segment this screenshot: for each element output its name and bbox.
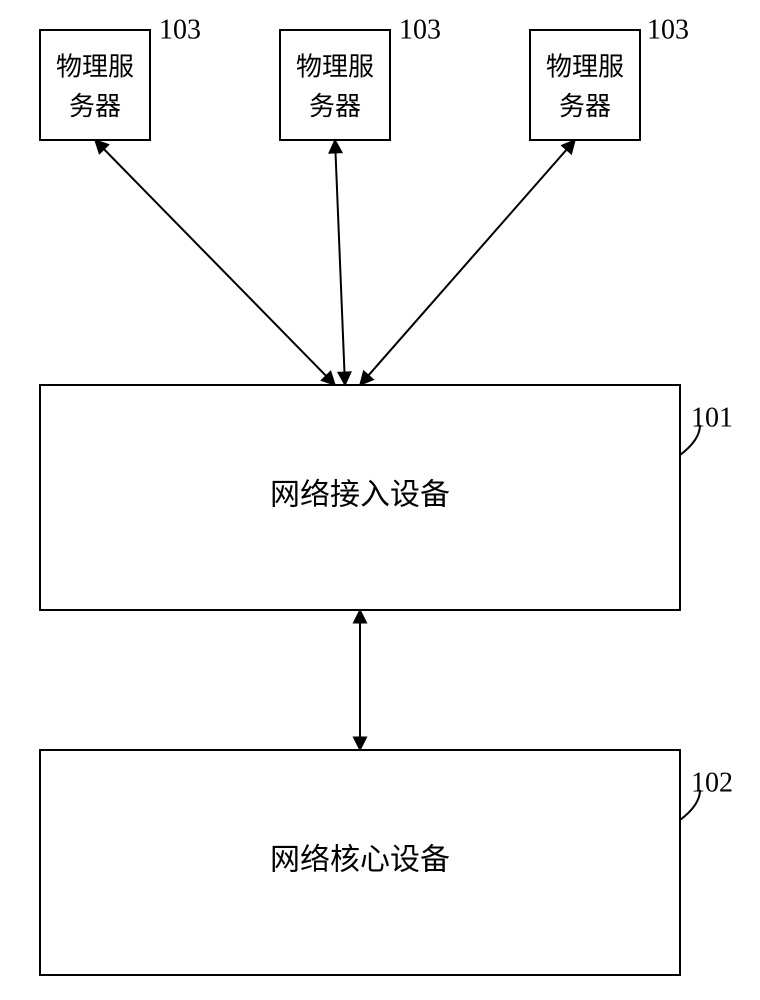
core-ref: 102 [691,767,733,798]
server-access-arrow [360,140,575,385]
diagram-canvas: 物理服务器 103 物理服务器 103 物理服务器 103 网络接入设备 101 网络核心设备 1… [0,0,760,1000]
server-node: 物理服务器 103 [40,14,201,140]
server-box [40,30,150,140]
access-ref: 101 [691,402,733,433]
server-access-arrow [95,140,335,385]
server-label-line1: 物理服 [546,53,624,82]
server-label-line1: 物理服 [56,53,134,82]
server-ref: 103 [399,14,441,45]
server-box [280,30,390,140]
core-device-node: 网络核心设备 102 [40,750,733,975]
server-access-arrow [335,140,345,385]
access-device-node: 网络接入设备 101 [40,385,733,610]
server-label-line2: 务器 [309,92,361,121]
server-label-line1: 物理服 [296,53,374,82]
server-ref: 103 [647,14,689,45]
server-node: 物理服务器 103 [530,14,689,140]
server-label-line2: 务器 [69,92,121,121]
server-label-line2: 务器 [559,92,611,121]
access-device-label: 网络接入设备 [270,478,450,511]
server-box [530,30,640,140]
server-node: 物理服务器 103 [280,14,441,140]
core-device-label: 网络核心设备 [270,843,450,876]
server-ref: 103 [159,14,201,45]
